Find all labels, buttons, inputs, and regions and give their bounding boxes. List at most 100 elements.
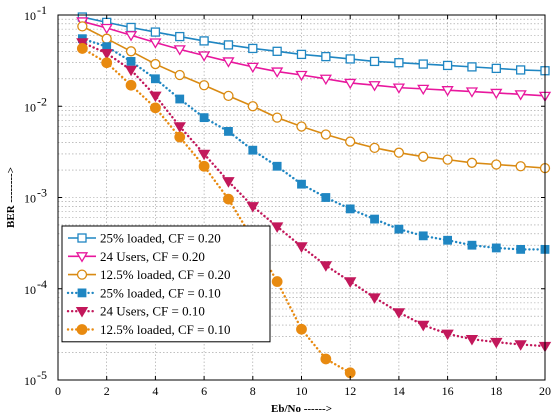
data-point: [441, 329, 454, 341]
data-point: [101, 33, 112, 44]
legend-label: 24 Users, CF = 0.10: [100, 304, 205, 319]
data-point: [344, 78, 357, 90]
data-point: [345, 136, 356, 147]
legend-entry: 24 Users, CF = 0.20: [68, 249, 205, 264]
series-line: [81, 41, 547, 348]
legend-label: 25% loaded, CF = 0.20: [100, 231, 221, 246]
data-point: [320, 129, 332, 140]
data-point: [271, 112, 283, 123]
data-point: [321, 193, 331, 202]
data-point: [442, 154, 453, 165]
data-point: [417, 84, 430, 96]
data-point: [466, 157, 478, 168]
data-point: [248, 145, 258, 155]
data-point: [77, 21, 88, 32]
legend-label: 24 Users, CF = 0.20: [100, 249, 205, 264]
legend-box: [61, 225, 271, 343]
data-point: [100, 49, 113, 60]
y-tick-exponent: -4: [37, 277, 47, 291]
data-point: [100, 23, 113, 35]
data-point: [418, 151, 429, 162]
data-point: [296, 49, 307, 60]
x-axis-title: Eb/No ------>: [271, 403, 332, 415]
x-tick-label: 10: [296, 384, 308, 398]
data-point: [125, 46, 137, 57]
data-point: [247, 101, 258, 112]
series-line: [82, 20, 546, 97]
data-point: [467, 62, 477, 72]
data-point: [491, 159, 502, 170]
data-point: [246, 62, 259, 74]
data-point: [368, 293, 381, 304]
data-point: [321, 51, 331, 62]
data-point: [491, 63, 501, 74]
data-point: [369, 56, 380, 67]
data-point: [76, 43, 88, 54]
legend-marker: [75, 306, 89, 318]
data-point: [443, 235, 453, 245]
series-3: [77, 21, 551, 174]
data-point: [126, 22, 136, 33]
y-tick-exponent: -5: [37, 368, 47, 382]
x-tick-label: 4: [152, 384, 158, 398]
data-point: [222, 177, 235, 188]
data-point: [392, 83, 406, 94]
data-point: [222, 57, 235, 68]
data-point: [150, 58, 161, 70]
data-point: [101, 57, 113, 69]
data-point: [297, 179, 306, 189]
data-point: [198, 80, 210, 91]
x-tick-label: 18: [490, 384, 502, 398]
data-point: [465, 87, 479, 98]
legend-marker: [77, 288, 87, 298]
data-point: [394, 58, 404, 68]
legend-marker: [77, 233, 87, 243]
data-point: [296, 121, 307, 132]
x-tick-label: 16: [442, 384, 454, 398]
data-point: [150, 74, 160, 84]
legend-label: 12.5% loaded, CF = 0.10: [100, 322, 230, 337]
y-tick-exponent: -2: [37, 94, 47, 108]
data-point: [514, 90, 527, 101]
data-point: [418, 59, 428, 69]
data-point: [173, 122, 186, 133]
y-tick-label: 10: [24, 100, 36, 114]
data-point: [491, 243, 501, 253]
data-point: [174, 69, 185, 81]
legend-entry: 12.5% loaded, CF = 0.20: [68, 267, 230, 282]
data-point: [199, 113, 209, 123]
x-tick-label: 12: [344, 384, 356, 398]
legend: 25% loaded, CF = 0.20 24 Users, CF = 0.20…: [61, 225, 271, 343]
data-point: [369, 142, 380, 154]
data-point: [319, 74, 332, 86]
data-point: [126, 57, 136, 66]
data-point: [198, 160, 210, 172]
data-point: [174, 131, 186, 143]
data-point: [516, 65, 526, 75]
data-point: [295, 242, 308, 253]
data-point: [417, 320, 430, 332]
data-point: [490, 337, 503, 349]
data-point: [490, 88, 503, 100]
data-point: [224, 127, 233, 136]
legend-entry: 25% loaded, CF = 0.10: [66, 285, 221, 300]
series-5: [76, 38, 552, 353]
data-point: [370, 214, 379, 224]
legend-entry: 24 Users, CF = 0.10: [66, 304, 205, 319]
data-point: [515, 161, 526, 172]
data-point: [149, 91, 162, 103]
data-point: [345, 54, 355, 64]
y-tick-label: 10: [24, 283, 36, 297]
x-tick-label: 8: [250, 384, 256, 398]
data-point: [442, 60, 453, 71]
x-tick-label: 6: [201, 384, 207, 398]
data-point: [319, 261, 333, 272]
x-tick-label: 2: [104, 384, 110, 398]
data-point: [197, 149, 211, 161]
legend-entry: 25% loaded, CF = 0.20: [68, 231, 221, 246]
series-1: [77, 12, 550, 76]
series-2: [76, 17, 552, 103]
data-point: [467, 240, 477, 250]
